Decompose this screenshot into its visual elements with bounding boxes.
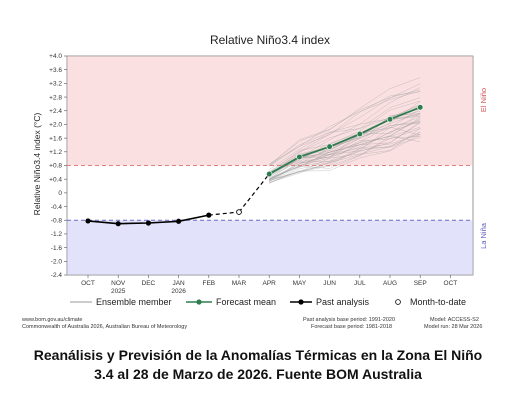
el-nino-region-label: El Niño	[479, 88, 488, 112]
chart-figure: Relative Niño3.4 index +4.0 +3.6 +3.2 +2.8 +…	[21, 33, 488, 330]
ensemble-member-line	[269, 97, 421, 170]
el-nino-region	[67, 56, 473, 166]
y-tick-label: +1.6	[49, 135, 62, 142]
x-tick-label: MAR	[232, 280, 247, 287]
la-nina-region-label: La Niña	[479, 222, 488, 249]
x-tick-label: OCT	[444, 280, 458, 287]
ensemble-member-line	[269, 136, 421, 184]
forecast-mean-point	[326, 143, 333, 150]
y-tick-label: -2.0	[51, 259, 63, 266]
caption-line-2: 3.4 al 28 de Marzo de 2026. Fuente BOM A…	[94, 366, 422, 382]
past-analysis-point	[115, 221, 121, 227]
y-tick-label: +0.4	[49, 176, 62, 183]
ensemble-member-line	[269, 87, 421, 166]
x-tick-label: SEP	[414, 280, 427, 287]
ensemble-member-line	[269, 128, 421, 183]
legend-past-marker	[298, 299, 304, 305]
ensemble-member-line	[269, 91, 421, 167]
past-analysis-point	[176, 218, 182, 224]
y-tick-label: -1.6	[51, 245, 63, 252]
y-tick-label: +3.2	[49, 81, 62, 88]
x-tick-label: NOV	[111, 280, 126, 287]
x-tick-year-label: 2025	[111, 288, 126, 295]
y-tick-labels: +4.0 +3.6 +3.2 +2.8 +2.4 +2.0 +1.6 +1.2 +0.8 +0.4…	[49, 53, 67, 279]
legend-forecast-marker	[196, 299, 202, 305]
ensemble-member-line	[269, 100, 421, 174]
legend: Ensemble member Forecast mean Past analy…	[70, 297, 466, 307]
threshold-lines	[67, 165, 473, 221]
x-tick-year-label: 2026	[171, 288, 186, 295]
ensemble-member-line	[269, 104, 421, 175]
y-tick-label: +3.6	[49, 67, 62, 74]
y-tick-label: -1.2	[51, 231, 63, 238]
x-tick-label: FEB	[202, 280, 215, 287]
past-to-mtd-connector	[208, 211, 240, 216]
forecast-mean-line	[268, 106, 421, 175]
legend-forecast-label: Forecast mean	[216, 297, 276, 307]
x-tick-label: MAY	[293, 280, 307, 287]
x-tick-label: JUN	[323, 280, 336, 287]
legend-past-label: Past analysis	[316, 297, 370, 307]
ensemble-member-line	[269, 134, 421, 181]
chart-title: Relative Niño3.4 index	[210, 33, 330, 47]
x-tick-label: JUL	[354, 280, 366, 287]
ensemble-member-line	[269, 83, 421, 172]
footer-source-url: www.bom.gov.au/climate	[21, 317, 82, 323]
x-tick-label: JAN	[172, 280, 185, 287]
series-layer	[85, 104, 424, 227]
nino34-chart: Relative Niño3.4 index +4.0+3.6+3.2+2.8+…	[21, 33, 488, 330]
caption-line-1: Reanálisis y Previsión de la Anomalías T…	[33, 347, 483, 363]
y-tick-label: +2.0	[49, 122, 62, 129]
y-tick-label: +2.8	[49, 94, 62, 101]
mtd-to-forecast-connector	[238, 173, 270, 213]
footer-copyright: Commonwealth of Australia 2026, Australi…	[22, 324, 187, 330]
y-tick-label: -0.8	[51, 217, 63, 224]
y-axis-label: Relative Niño3.4 index (°C)	[32, 113, 42, 216]
footer-past-base: Past analysis base period: 1991-2020	[303, 317, 395, 323]
y-tick-label: -2.4	[51, 272, 63, 279]
ensemble-member-line	[269, 128, 421, 183]
forecast-mean-point	[386, 116, 394, 123]
x-tick-label: AUG	[383, 280, 397, 287]
la-nina-region	[67, 220, 473, 275]
x-tick-label: DEC	[142, 280, 156, 287]
x-tick-label: APR	[263, 280, 277, 287]
y-tick-label: +1.2	[49, 149, 62, 156]
footer-model: Model: ACCESS-S2	[430, 317, 479, 323]
figure-caption: Reanálisis y Previsión de la Anomalías T…	[0, 346, 516, 384]
footer-model-run: Model run: 28 Mar 2026	[424, 324, 482, 330]
ensemble-member-line	[269, 104, 421, 173]
legend-mtd-label: Month-to-date	[410, 297, 466, 307]
chart-footer: www.bom.gov.au/climate Commonwealth of A…	[21, 317, 482, 330]
y-tick-label: +2.4	[49, 108, 62, 115]
month-to-date-point	[236, 209, 242, 215]
legend-ensemble-label: Ensemble member	[96, 297, 172, 307]
past-analysis-point	[206, 212, 212, 218]
footer-forecast-base: Forecast base period: 1981-2018	[311, 324, 392, 330]
x-tick-label: OCT	[81, 280, 95, 287]
y-tick-label: +4.0	[49, 53, 62, 60]
ensemble-member-line	[269, 90, 421, 165]
y-tick-label: 0	[58, 190, 62, 197]
ensemble-member-line	[269, 136, 421, 183]
ensemble-member-line	[269, 116, 421, 177]
ensemble-member-line	[269, 118, 421, 180]
forecast-mean-point	[266, 170, 273, 178]
y-tick-label: +0.8	[49, 163, 62, 170]
forecast-mean-point	[417, 104, 424, 111]
ensemble-member-line	[269, 122, 421, 180]
forecast-mean-point	[296, 153, 303, 161]
past-analysis-point	[85, 218, 91, 224]
legend-mtd-marker	[395, 299, 401, 305]
past-analysis-point	[145, 220, 151, 226]
ensemble-member-line	[269, 133, 421, 182]
ensemble-member-line	[269, 89, 421, 166]
y-tick-label: -0.4	[51, 204, 63, 211]
forecast-mean-point	[356, 130, 363, 138]
